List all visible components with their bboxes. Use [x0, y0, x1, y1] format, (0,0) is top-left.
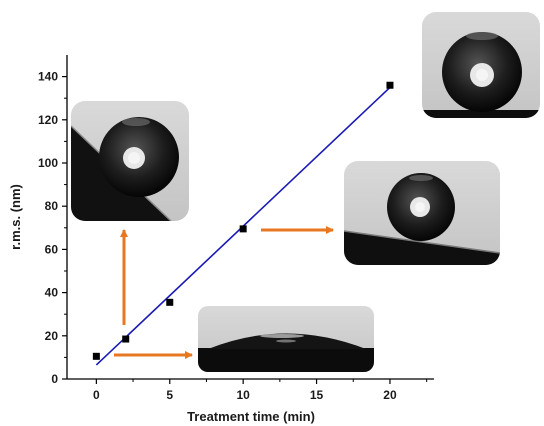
axes — [66, 55, 434, 380]
y-tick-label: 100 — [38, 156, 58, 170]
x-tick-label: 15 — [310, 388, 324, 402]
data-point — [386, 81, 394, 89]
tick-labels: 0 5 10 15 20 0 20 40 60 80 100 120 140 — [38, 70, 397, 402]
inset-droplet-flat — [198, 306, 374, 372]
x-tick-label: 0 — [93, 388, 100, 402]
y-tick-label: 80 — [45, 199, 59, 213]
inset-droplet-tilted — [71, 101, 189, 221]
data-point — [239, 225, 247, 233]
y-tick-label: 120 — [38, 113, 58, 127]
annotation-arrows — [114, 226, 334, 359]
inset-droplet-sphere-on-flat — [422, 12, 540, 118]
y-tick-label: 20 — [45, 329, 59, 343]
x-tick-label: 20 — [383, 388, 397, 402]
data-point — [92, 352, 100, 360]
y-tick-label: 60 — [45, 242, 59, 256]
x-axis-label: Treatment time (min) — [187, 409, 315, 424]
tick-marks — [62, 75, 428, 384]
data-point — [122, 335, 130, 343]
y-tick-label: 140 — [38, 70, 58, 84]
y-tick-label: 40 — [45, 286, 59, 300]
y-axis-label: r.m.s. (nm) — [8, 184, 23, 250]
x-tick-label: 10 — [236, 388, 250, 402]
data-point — [166, 298, 174, 306]
inset-droplet-sphere-on-slope — [344, 161, 500, 265]
data-points — [92, 81, 394, 360]
y-tick-label: 0 — [51, 372, 58, 386]
x-tick-label: 5 — [166, 388, 173, 402]
